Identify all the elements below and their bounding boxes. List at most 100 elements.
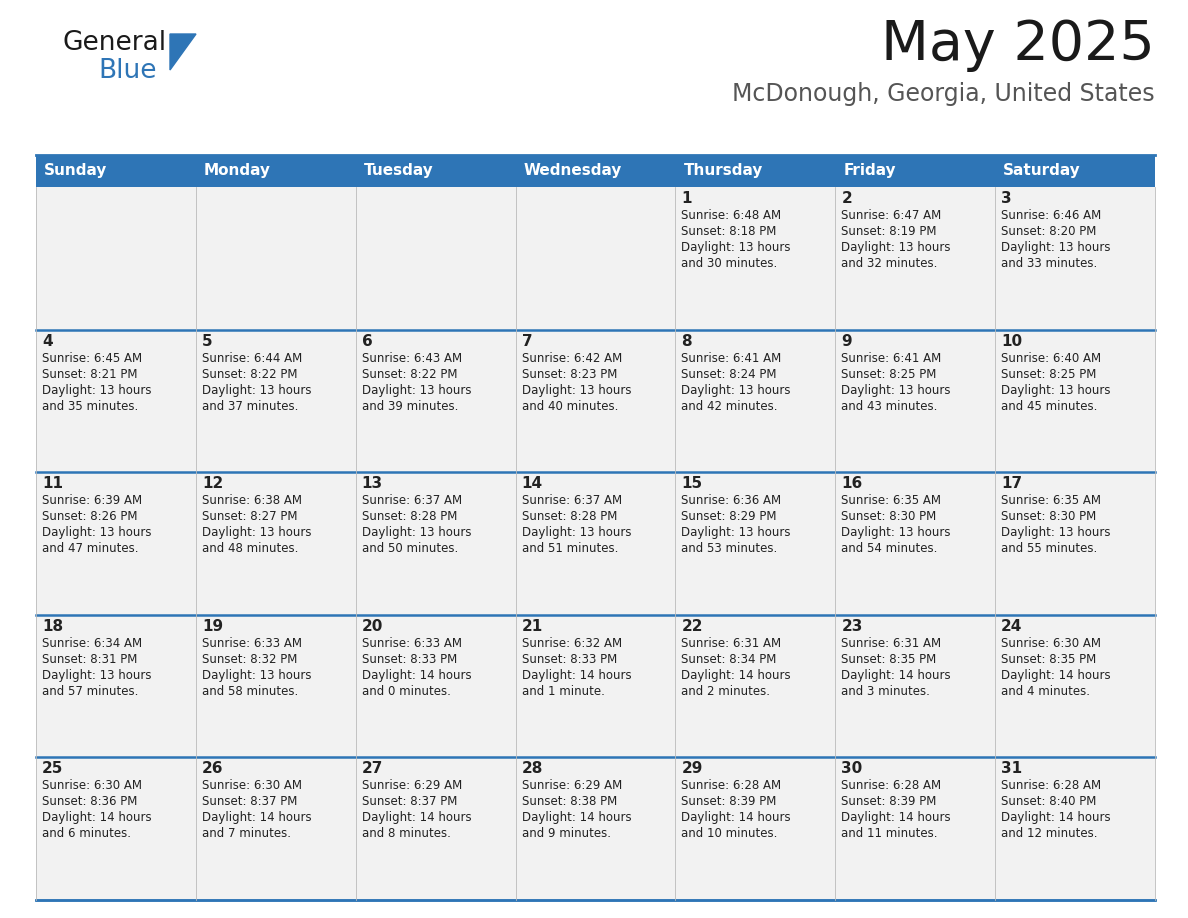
Text: and 47 minutes.: and 47 minutes. xyxy=(42,543,139,555)
Text: Daylight: 13 hours: Daylight: 13 hours xyxy=(202,669,311,682)
Text: Sunset: 8:18 PM: Sunset: 8:18 PM xyxy=(682,225,777,238)
Text: Sunrise: 6:46 AM: Sunrise: 6:46 AM xyxy=(1001,209,1101,222)
Text: 20: 20 xyxy=(361,619,383,633)
Text: 1: 1 xyxy=(682,191,691,206)
Text: Sunrise: 6:35 AM: Sunrise: 6:35 AM xyxy=(1001,494,1101,508)
Text: and 2 minutes.: and 2 minutes. xyxy=(682,685,771,698)
Text: Daylight: 14 hours: Daylight: 14 hours xyxy=(202,812,311,824)
Text: Sunrise: 6:29 AM: Sunrise: 6:29 AM xyxy=(522,779,621,792)
Text: Sunset: 8:39 PM: Sunset: 8:39 PM xyxy=(682,795,777,809)
Text: 28: 28 xyxy=(522,761,543,777)
Text: Daylight: 13 hours: Daylight: 13 hours xyxy=(841,526,950,539)
Text: Daylight: 13 hours: Daylight: 13 hours xyxy=(1001,526,1111,539)
Text: and 58 minutes.: and 58 minutes. xyxy=(202,685,298,698)
Bar xyxy=(676,472,835,615)
Text: and 7 minutes.: and 7 minutes. xyxy=(202,827,291,840)
Text: Sunset: 8:37 PM: Sunset: 8:37 PM xyxy=(361,795,457,809)
Text: Sunset: 8:24 PM: Sunset: 8:24 PM xyxy=(682,367,777,381)
Bar xyxy=(516,472,676,615)
Text: Sunrise: 6:48 AM: Sunrise: 6:48 AM xyxy=(682,209,782,222)
Bar xyxy=(996,757,1155,900)
Text: 13: 13 xyxy=(361,476,383,491)
Text: Sunset: 8:33 PM: Sunset: 8:33 PM xyxy=(522,653,617,666)
Text: McDonough, Georgia, United States: McDonough, Georgia, United States xyxy=(732,82,1155,106)
Text: Sunset: 8:40 PM: Sunset: 8:40 PM xyxy=(1001,795,1097,809)
Bar xyxy=(835,330,996,472)
Text: and 51 minutes.: and 51 minutes. xyxy=(522,543,618,555)
Text: 3: 3 xyxy=(1001,191,1012,206)
Text: 27: 27 xyxy=(361,761,383,777)
Bar xyxy=(355,187,516,330)
Text: and 45 minutes.: and 45 minutes. xyxy=(1001,399,1098,412)
Bar xyxy=(676,155,835,187)
Bar xyxy=(36,472,196,615)
Text: Sunset: 8:37 PM: Sunset: 8:37 PM xyxy=(202,795,297,809)
Text: and 42 minutes.: and 42 minutes. xyxy=(682,399,778,412)
Text: Sunrise: 6:35 AM: Sunrise: 6:35 AM xyxy=(841,494,941,508)
Text: 8: 8 xyxy=(682,333,693,349)
Text: Daylight: 13 hours: Daylight: 13 hours xyxy=(1001,241,1111,254)
Text: Sunset: 8:31 PM: Sunset: 8:31 PM xyxy=(42,653,138,666)
Bar xyxy=(516,155,676,187)
Text: 11: 11 xyxy=(42,476,63,491)
Text: Sunrise: 6:40 AM: Sunrise: 6:40 AM xyxy=(1001,352,1101,364)
Bar xyxy=(516,330,676,472)
Text: Daylight: 14 hours: Daylight: 14 hours xyxy=(841,812,950,824)
Text: Sunset: 8:22 PM: Sunset: 8:22 PM xyxy=(202,367,297,381)
Bar xyxy=(676,330,835,472)
Bar xyxy=(36,757,196,900)
Text: and 9 minutes.: and 9 minutes. xyxy=(522,827,611,840)
Bar xyxy=(355,615,516,757)
Text: Wednesday: Wednesday xyxy=(524,163,623,178)
Text: Sunrise: 6:28 AM: Sunrise: 6:28 AM xyxy=(682,779,782,792)
Text: 17: 17 xyxy=(1001,476,1022,491)
Text: Daylight: 13 hours: Daylight: 13 hours xyxy=(682,241,791,254)
Bar xyxy=(196,615,355,757)
Bar xyxy=(996,330,1155,472)
Text: Daylight: 13 hours: Daylight: 13 hours xyxy=(42,526,152,539)
Text: Daylight: 13 hours: Daylight: 13 hours xyxy=(841,384,950,397)
Text: Sunset: 8:38 PM: Sunset: 8:38 PM xyxy=(522,795,617,809)
Text: Sunset: 8:39 PM: Sunset: 8:39 PM xyxy=(841,795,936,809)
Text: and 10 minutes.: and 10 minutes. xyxy=(682,827,778,840)
Text: Friday: Friday xyxy=(843,163,896,178)
Text: and 55 minutes.: and 55 minutes. xyxy=(1001,543,1098,555)
Text: Sunrise: 6:42 AM: Sunrise: 6:42 AM xyxy=(522,352,621,364)
Text: Sunrise: 6:41 AM: Sunrise: 6:41 AM xyxy=(841,352,942,364)
Text: and 48 minutes.: and 48 minutes. xyxy=(202,543,298,555)
Bar xyxy=(36,187,196,330)
Bar xyxy=(196,757,355,900)
Bar xyxy=(835,757,996,900)
Text: Daylight: 13 hours: Daylight: 13 hours xyxy=(682,526,791,539)
Text: 22: 22 xyxy=(682,619,703,633)
Text: and 33 minutes.: and 33 minutes. xyxy=(1001,257,1098,270)
Text: and 12 minutes.: and 12 minutes. xyxy=(1001,827,1098,840)
Bar xyxy=(36,155,196,187)
Text: and 40 minutes.: and 40 minutes. xyxy=(522,399,618,412)
Bar xyxy=(196,330,355,472)
Text: Daylight: 14 hours: Daylight: 14 hours xyxy=(1001,812,1111,824)
Bar xyxy=(835,472,996,615)
Text: and 3 minutes.: and 3 minutes. xyxy=(841,685,930,698)
Text: 25: 25 xyxy=(42,761,63,777)
Text: Daylight: 14 hours: Daylight: 14 hours xyxy=(361,669,472,682)
Text: Daylight: 14 hours: Daylight: 14 hours xyxy=(42,812,152,824)
Text: and 50 minutes.: and 50 minutes. xyxy=(361,543,457,555)
Text: Daylight: 14 hours: Daylight: 14 hours xyxy=(522,669,631,682)
Bar xyxy=(355,330,516,472)
Text: and 35 minutes.: and 35 minutes. xyxy=(42,399,138,412)
Text: 7: 7 xyxy=(522,333,532,349)
Text: 24: 24 xyxy=(1001,619,1023,633)
Bar xyxy=(676,187,835,330)
Text: Daylight: 14 hours: Daylight: 14 hours xyxy=(1001,669,1111,682)
Bar xyxy=(36,330,196,472)
Text: 12: 12 xyxy=(202,476,223,491)
Text: Daylight: 14 hours: Daylight: 14 hours xyxy=(682,812,791,824)
Bar xyxy=(516,757,676,900)
Text: Daylight: 13 hours: Daylight: 13 hours xyxy=(42,384,152,397)
Text: Sunrise: 6:33 AM: Sunrise: 6:33 AM xyxy=(202,637,302,650)
Text: Sunrise: 6:30 AM: Sunrise: 6:30 AM xyxy=(202,779,302,792)
Text: 30: 30 xyxy=(841,761,862,777)
Text: Sunrise: 6:39 AM: Sunrise: 6:39 AM xyxy=(42,494,143,508)
Text: Sunrise: 6:34 AM: Sunrise: 6:34 AM xyxy=(42,637,143,650)
